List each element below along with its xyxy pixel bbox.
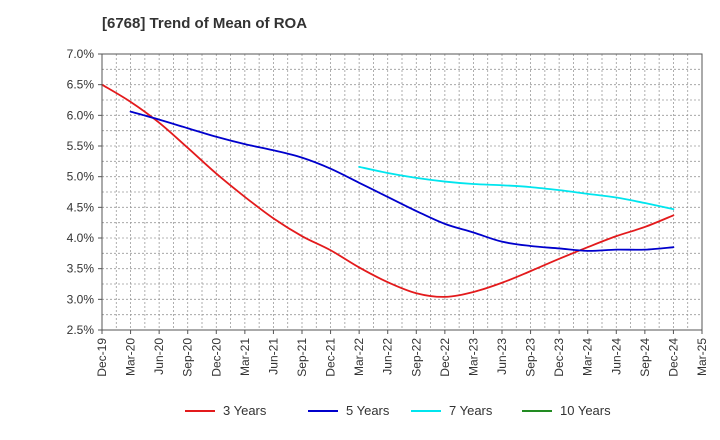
x-tick-label: Jun-24 [609,338,623,375]
plot-frame [101,53,703,331]
x-tick-label: Dec-23 [552,338,566,377]
legend-label-5-years: 5 Years [346,403,390,418]
legend: 3 Years 5 Years 7 Years 10 Years [185,403,611,418]
x-tick-label: Jun-23 [495,338,509,375]
legend-label-7-years: 7 Years [449,403,493,418]
y-tick-label: 5.5% [67,139,95,153]
x-tick-label: Mar-24 [581,338,595,376]
x-tick-label: Mar-21 [238,338,252,376]
x-tick-label: Mar-23 [466,338,480,376]
y-tick-label: 7.0% [67,47,95,61]
x-tick-label: Jun-21 [266,338,280,375]
y-tick-label: 5.0% [67,170,95,184]
y-tick-label: 4.0% [67,231,95,245]
x-tick-label: Sep-20 [181,338,195,377]
x-tick-label: Dec-21 [324,338,338,377]
x-axis: Dec-19 Mar-20 Jun-20 Sep-20 Dec-20 Mar-21 Jun-… [95,330,709,377]
series-line-5-years [129,110,675,252]
grid-lines [102,54,702,330]
x-tick-label: Mar-22 [352,338,366,376]
y-tick-label: 3.0% [67,292,95,306]
y-tick-label: 4.5% [67,200,95,214]
x-tick-label: Jun-20 [152,338,166,375]
x-tick-label: Mar-20 [124,338,138,376]
x-tick-label: Dec-20 [209,338,223,377]
x-tick-label: Sep-21 [295,338,309,377]
series-line-7-years [358,165,675,211]
y-tick-label: 3.5% [67,262,95,276]
x-tick-label: Sep-24 [638,338,652,377]
legend-label-10-years: 10 Years [560,403,611,418]
x-tick-label: Jun-22 [381,338,395,375]
y-tick-label: 6.0% [67,108,95,122]
x-tick-label: Sep-23 [524,338,538,377]
x-tick-label: Mar-25 [695,338,709,376]
x-tick-label: Dec-22 [438,338,452,377]
x-tick-label: Sep-22 [409,338,423,377]
legend-label-3-years: 3 Years [223,403,267,418]
x-tick-label: Dec-24 [666,338,680,377]
x-tick-label: Dec-19 [95,338,109,377]
y-tick-label: 2.5% [67,323,95,337]
y-tick-label: 6.5% [67,78,95,92]
y-axis: 2.5% 3.0% 3.5% 4.0% 4.5% 5.0% 5.5% 6.0% 6.5% 7.0% [67,47,102,337]
chart-title: [6768] Trend of Mean of ROA [102,15,307,32]
series-lines [101,83,675,298]
